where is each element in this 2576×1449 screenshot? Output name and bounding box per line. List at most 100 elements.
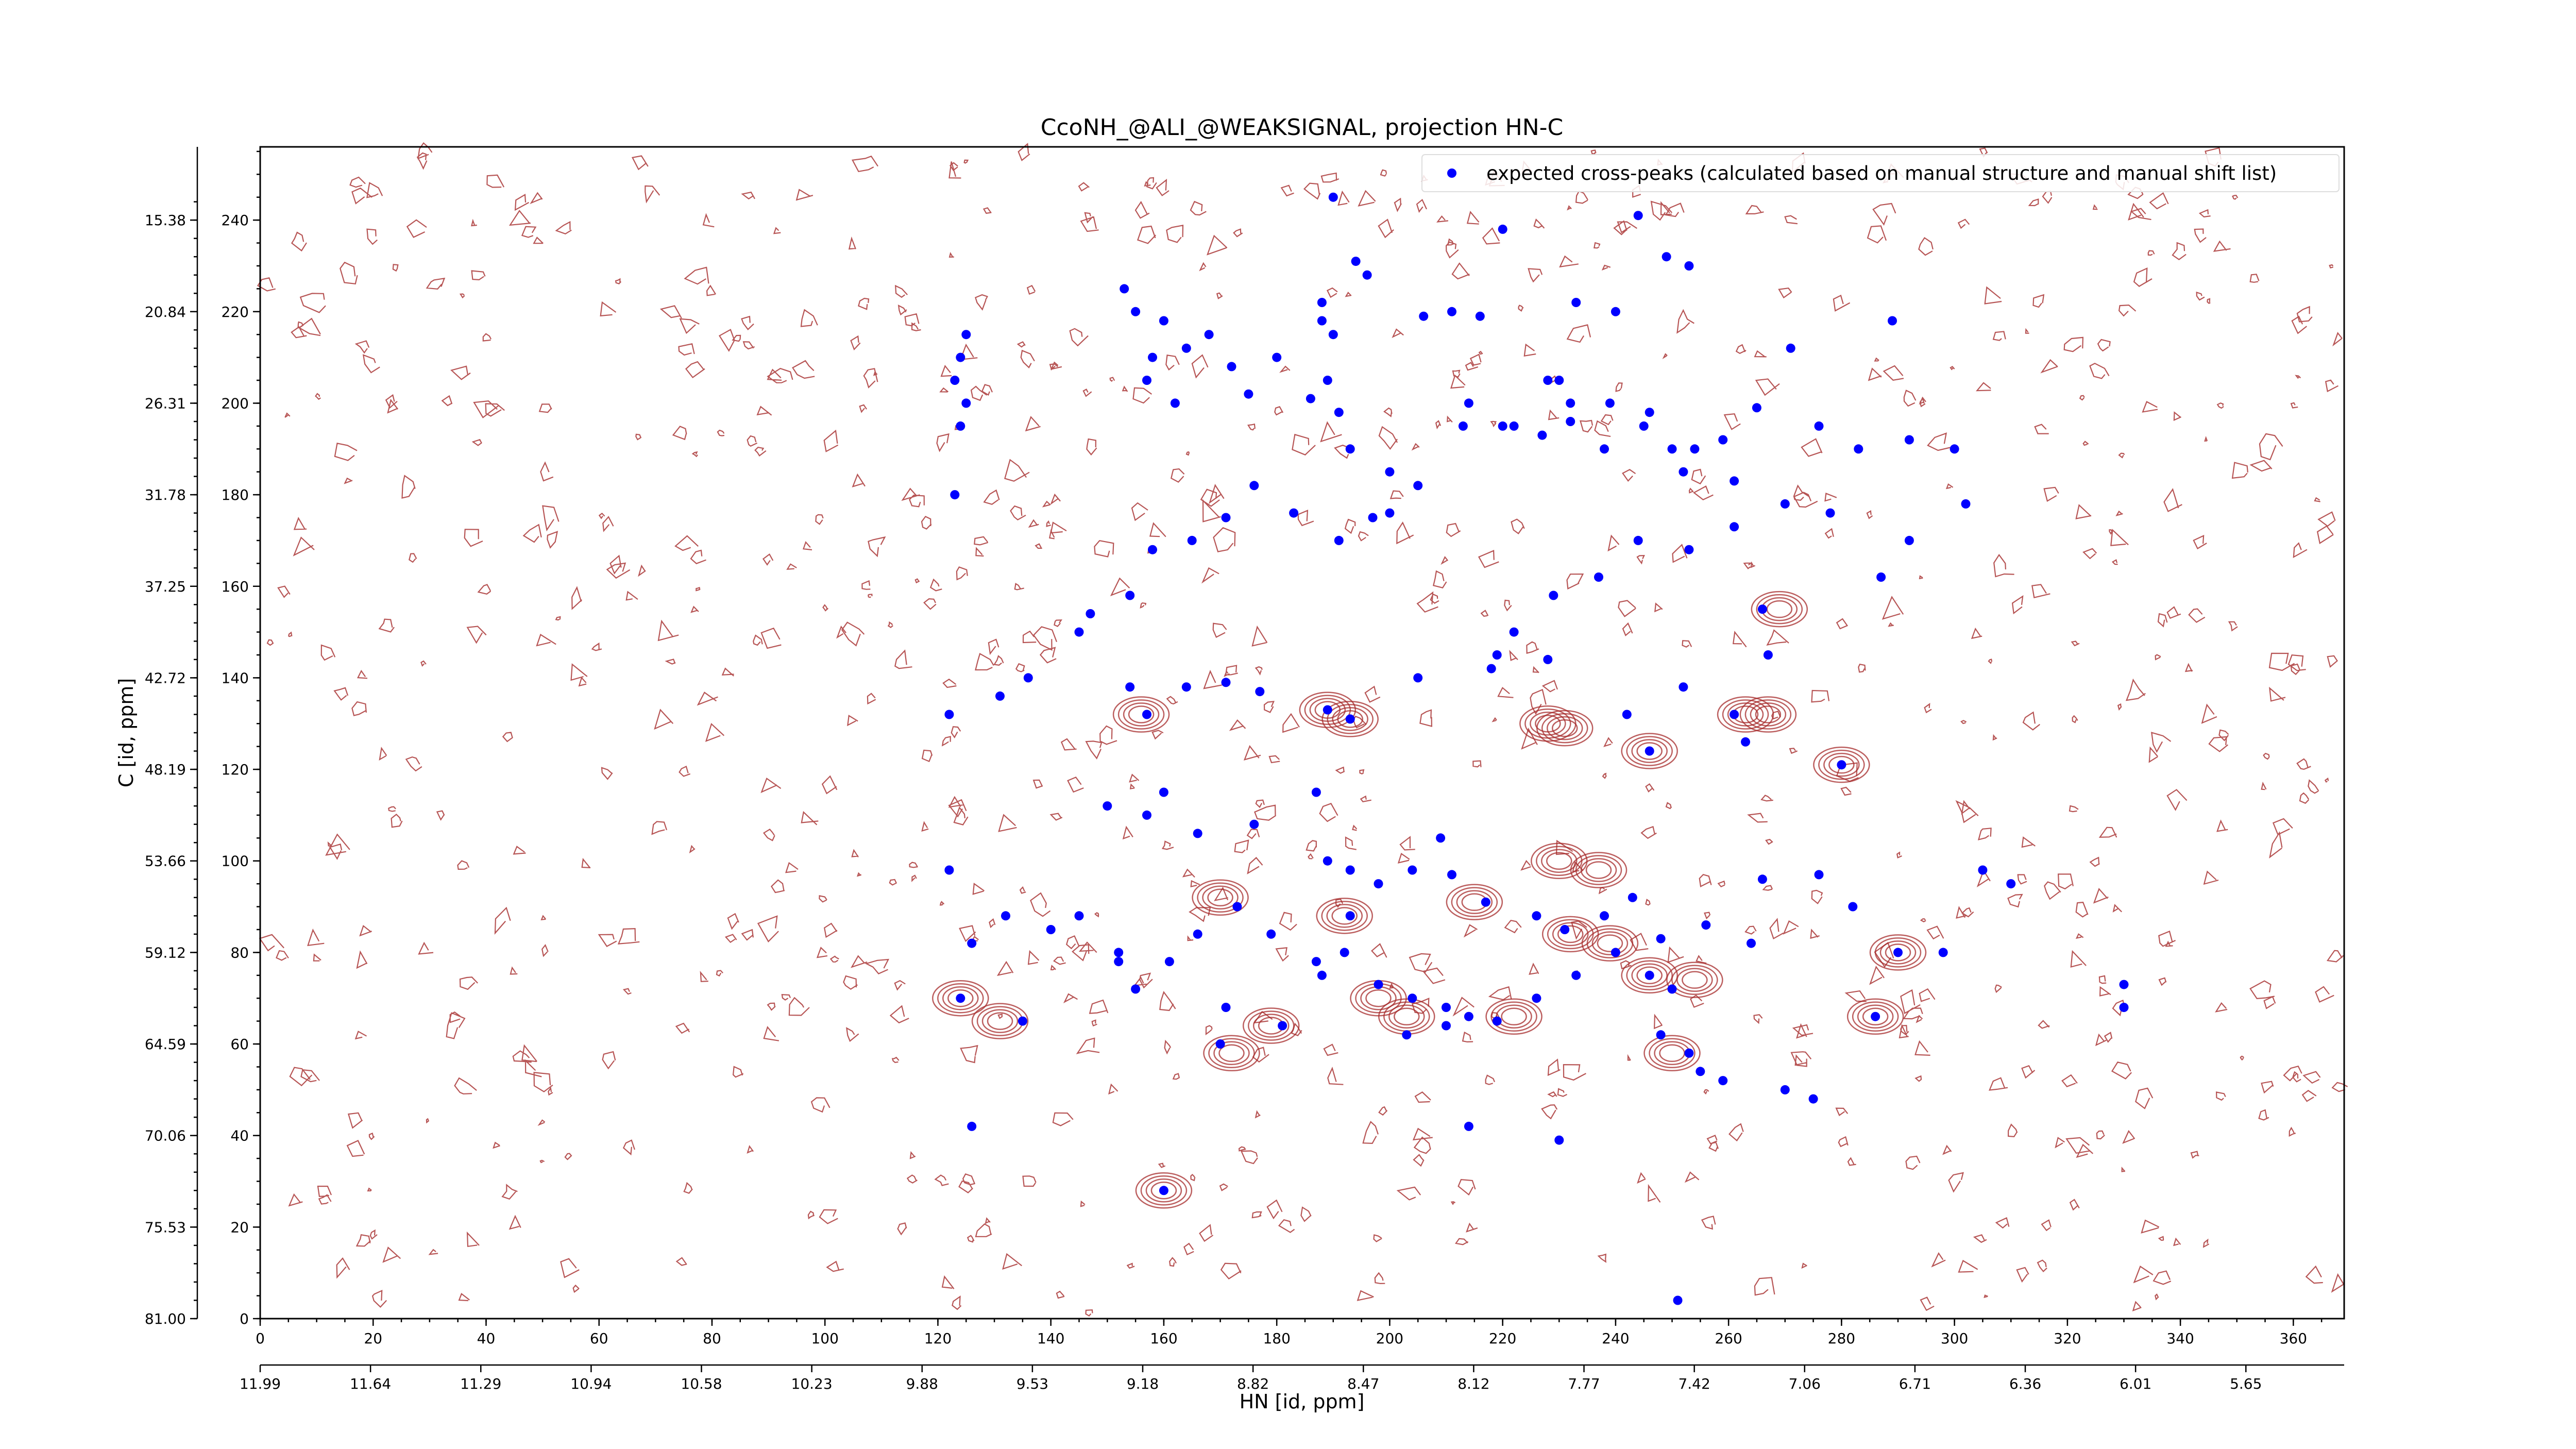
cross-peak-point [1757,604,1767,614]
cross-peak-point [1408,993,1417,1003]
x-tick-label: 280 [1828,1330,1855,1347]
cross-peak-point [1961,499,1971,509]
y-ppm-tick-label: 59.12 [145,944,186,961]
cross-peak-point [1385,467,1395,477]
x-ppm-tick-label: 6.36 [2009,1375,2041,1392]
peak-contour [1192,879,1249,916]
cross-peak-point [1566,398,1575,408]
peak-contour [1879,940,1917,965]
cross-peak-point [1628,892,1637,902]
cross-peak-point [1656,934,1666,943]
peak-contour [1649,1038,1696,1069]
cross-peak-point [1187,535,1197,545]
y-tick-label: 160 [222,578,249,595]
cross-peak-point [1679,682,1688,692]
cross-peak-point [1498,224,1507,234]
noise-contours [257,142,2348,1317]
y-axis-label: C [id, ppm] [115,678,138,787]
cross-peak-point [1221,513,1231,523]
cross-peak-point [1023,673,1033,683]
cross-peak-point [1871,1012,1880,1021]
peak-contour [1299,692,1357,728]
y-ppm-tick-label: 64.59 [145,1036,186,1053]
cross-peak-point [1148,545,1157,554]
peak-contour [1756,594,1803,625]
x-ppm-tick-label: 11.99 [240,1375,281,1392]
y-ppm-tick-label: 37.25 [145,578,186,595]
peak-contour [1331,907,1358,925]
peak-contour [1551,719,1578,737]
cross-peak-point [961,398,971,408]
cross-peak-point [1532,911,1541,921]
peak-contour [1597,934,1623,952]
cross-peak-point [1323,376,1332,385]
cross-peak-point [1323,705,1332,715]
x-ppm-tick-label: 10.58 [681,1375,722,1392]
cross-peak-point [1142,376,1151,385]
cross-peak-point [1334,408,1344,417]
cross-peak-point [961,330,971,340]
peak-contour [1530,711,1566,736]
cross-peak-point [967,1121,977,1131]
peak-contour [1145,1178,1182,1203]
cross-peak-point [1458,421,1468,431]
x-axis-ppm: 11.99 11.64 11.29 10.94 10.58 10.23 9.88 9.53 9.… [240,1364,2344,1392]
cross-peak-point [1741,737,1750,747]
peak-contour [1676,968,1713,992]
peak-contour [1621,957,1678,994]
cross-peak-point [944,710,954,719]
cross-peak-point [956,421,965,431]
cross-peak-point [1600,444,1609,454]
y-tick-label: 240 [222,212,249,229]
cross-peak-point [1730,476,1739,486]
peak-contour [932,980,989,1017]
y-ppm-tick-label: 20.84 [145,304,186,321]
x-ppm-tick-label: 11.29 [460,1375,501,1392]
cross-peak-point [1447,307,1456,316]
cross-peak-point [1272,352,1282,362]
cross-peak-point [1571,298,1581,307]
peak-contour [1451,887,1498,917]
peak-contour [1636,742,1663,760]
chart-title: CcoNH_@ALI_@WEAKSIGNAL, projection HN-C [1041,114,1564,141]
cross-peak-point [1566,417,1575,426]
cross-peak-point [1311,957,1321,967]
cross-peak-point [2006,879,2016,889]
cross-peak-point [1701,920,1711,930]
cross-peak-point [1374,980,1383,989]
y-tick-label: 220 [222,304,249,321]
cross-peak-point [1904,535,1914,545]
y-tick-label: 100 [222,853,249,870]
peak-contour [1197,882,1244,913]
peak-contour [1546,852,1572,870]
legend-box [1421,154,2340,192]
cross-peak-point [1718,435,1728,445]
peak-contour [1202,885,1239,910]
peak-contour [1586,928,1634,958]
peak-contour [1378,998,1435,1035]
cross-peak-point [950,376,960,385]
peak-contour [1869,934,1927,971]
x-tick-label: 260 [1715,1330,1742,1347]
cross-peak-point [1289,508,1299,518]
peak-series [944,192,2129,1305]
cross-peak-point [1323,856,1332,866]
cross-peak-point [1385,508,1395,518]
peak-contour [1332,707,1368,731]
x-ppm-tick-label: 5.65 [2230,1375,2262,1392]
peak-contour [1541,916,1599,953]
cross-peak-point [1825,508,1835,518]
peak-contour [1490,1001,1537,1032]
cross-peak-point [1633,535,1643,545]
peak-contour [1394,1007,1420,1025]
y-ppm-tick-label: 15.38 [145,212,186,229]
cross-peak-point [1170,398,1180,408]
cross-peak-point [1159,316,1168,326]
x-tick-label: 0 [256,1330,265,1347]
cross-peak-point [1266,929,1276,939]
cross-peak-point [956,993,965,1003]
cross-peak-point [1413,673,1423,683]
x-ppm-tick-label: 9.53 [1016,1375,1048,1392]
cross-peak-point [1543,376,1553,385]
